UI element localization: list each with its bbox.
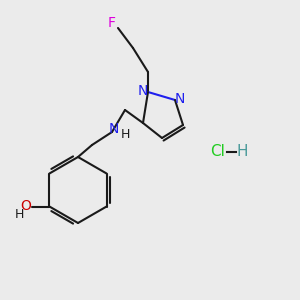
Text: N: N	[175, 92, 185, 106]
Text: F: F	[108, 16, 116, 30]
Text: Cl: Cl	[211, 145, 225, 160]
Text: H: H	[120, 128, 130, 140]
Text: H: H	[15, 208, 24, 221]
Text: N: N	[109, 122, 119, 136]
Text: H: H	[236, 145, 248, 160]
Text: N: N	[138, 84, 148, 98]
Text: O: O	[20, 199, 31, 212]
